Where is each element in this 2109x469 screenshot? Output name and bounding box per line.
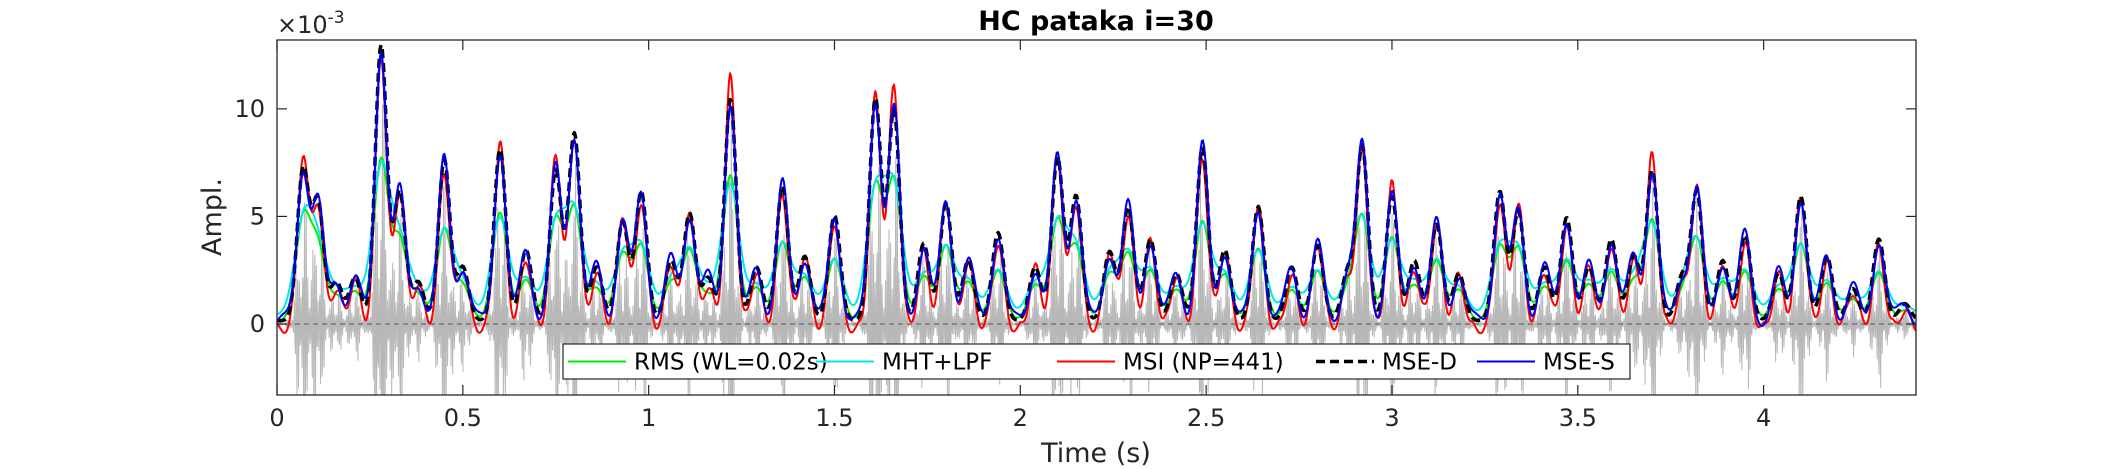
plot-content <box>277 42 1916 395</box>
y-tick-label: 0 <box>250 310 265 338</box>
x-tick-label: 2 <box>1013 404 1028 432</box>
x-tick-label: 3.5 <box>1559 404 1597 432</box>
x-tick-label: 2.5 <box>1187 404 1225 432</box>
x-tick-label: 1 <box>641 404 656 432</box>
chart-title: HC pataka i=30 <box>978 6 1214 37</box>
axis-ticks: 0 0.5 1 1.5 2 2.5 3 3.5 4 0 5 10 <box>234 40 1916 432</box>
plot-frame <box>276 39 1917 396</box>
series-line-mses <box>277 51 1916 328</box>
waveform-line <box>277 104 1916 395</box>
legend-label-mht: MHT+LPF <box>882 350 992 376</box>
y-tick-label: 5 <box>250 202 265 230</box>
legend-label-msed: MSE-D <box>1382 350 1457 376</box>
legend: RMS (WL=0.02s) MHT+LPF MSI (NP=441) MSE-D MS… <box>562 343 1631 380</box>
legend-label-msi: MSI (NP=441) <box>1123 350 1284 376</box>
y-axis-label: Ampl. <box>197 178 228 256</box>
waveform-series <box>277 104 1916 395</box>
x-tick-label: 3 <box>1384 404 1399 432</box>
y-exponent-label: ×10-3 <box>277 8 345 39</box>
x-tick-label: 1.5 <box>815 404 853 432</box>
x-axis-label: Time (s) <box>1040 438 1151 469</box>
legend-label-mses: MSE-S <box>1543 350 1615 376</box>
y-tick-label: 10 <box>234 95 265 123</box>
x-tick-label: 4 <box>1756 404 1771 432</box>
legend-label-rms: RMS (WL=0.02s) <box>634 350 828 376</box>
x-tick-label: 0.5 <box>444 404 482 432</box>
envelope-series-group <box>277 42 1916 335</box>
x-tick-label: 0 <box>269 404 284 432</box>
